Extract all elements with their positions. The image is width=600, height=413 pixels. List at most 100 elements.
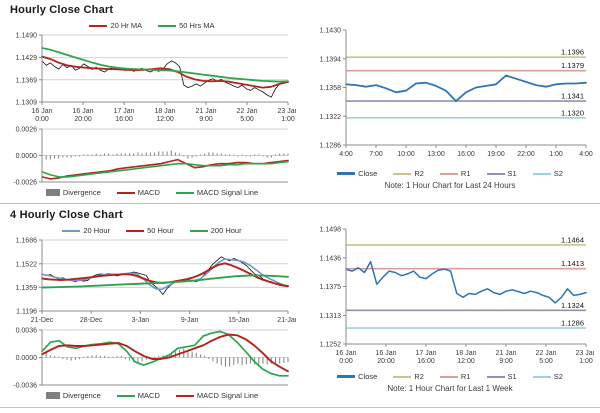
legend-label: Close — [358, 169, 378, 178]
svg-text:1.1358: 1.1358 — [320, 85, 342, 92]
legend-label: S1 — [507, 372, 517, 381]
legend-label: R2 — [414, 372, 424, 381]
svg-text:0.0026: 0.0026 — [16, 127, 38, 134]
hourly-macd-canvas: 0.0026 0.0000 -0.0026 — [13, 127, 289, 187]
legend-swatch — [126, 229, 145, 232]
svg-text:1.1324: 1.1324 — [561, 301, 584, 310]
svg-text:21-Jan: 21-Jan — [277, 317, 296, 324]
svg-text:1.1464: 1.1464 — [561, 235, 584, 244]
svg-text:1.1429: 1.1429 — [16, 55, 38, 62]
svg-text:1.1396: 1.1396 — [561, 48, 584, 57]
legend-swatch — [337, 375, 356, 378]
svg-text:0.0000: 0.0000 — [16, 153, 38, 160]
svg-text:1.1522: 1.1522 — [16, 261, 38, 268]
svg-text:1.1341: 1.1341 — [561, 92, 584, 101]
legend-item-s1: S1 — [486, 372, 517, 381]
weekly-sr-note: Note: 1 Hour Chart for Last 1 Week — [387, 384, 513, 393]
svg-text:1.1430: 1.1430 — [320, 28, 342, 35]
svg-text:16:00: 16:00 — [457, 151, 475, 158]
svg-text:1.1286: 1.1286 — [320, 143, 342, 150]
svg-text:1.1252: 1.1252 — [320, 342, 342, 349]
svg-text:21-Dec: 21-Dec — [31, 317, 54, 324]
legend-item-r2: R2 — [393, 169, 424, 178]
legend-item-macd: MACD — [116, 188, 160, 197]
legend-label: Divergence — [62, 188, 101, 197]
legend-label: 50 Hrs MA — [179, 21, 215, 30]
fourh-price-chart: 1.1686 1.1522 1.1359 1.1196 21-Dec 28-Dec 3-Ja… — [6, 237, 299, 327]
legend-swatch — [486, 172, 505, 175]
legend-label: MACD Signal Line — [196, 188, 259, 197]
legend-swatch — [393, 375, 412, 378]
legend-item-r2: R2 — [393, 372, 424, 381]
legend-label: 20 Hour — [83, 226, 111, 235]
svg-text:1.1379: 1.1379 — [561, 61, 584, 70]
svg-text:9-Jan: 9-Jan — [181, 317, 199, 324]
legend-swatch — [532, 172, 551, 175]
weekly-sr-chart: 1.1498 1.1436 1.1375 1.1313 1.1252 16 Jan 0:00… — [304, 224, 597, 370]
legend-swatch — [175, 191, 194, 194]
legend-label: 50 Hour — [147, 226, 174, 235]
svg-text:0.0000: 0.0000 — [16, 355, 38, 362]
legend-item-divergence: Divergence — [45, 391, 101, 400]
legend-item-macd-signal-line: MACD Signal Line — [175, 391, 258, 400]
hourly-sr-legend: Close R2 R1 S1 S2 — [304, 167, 596, 180]
svg-text:22:00: 22:00 — [517, 151, 535, 158]
legend-swatch — [116, 191, 135, 194]
svg-text:-0.0036: -0.0036 — [13, 383, 37, 390]
svg-text:1.1413: 1.1413 — [561, 259, 584, 268]
svg-text:1.1369: 1.1369 — [16, 77, 38, 84]
legend-swatch — [486, 375, 505, 378]
legend-swatch — [337, 172, 356, 175]
fourh-macd-canvas: 0.0036 0.0000 -0.0036 — [13, 328, 289, 390]
svg-text:1.1322: 1.1322 — [320, 114, 342, 121]
fourh-price-legend: 20 Hour 50 Hour 200 Hour — [6, 224, 298, 237]
legend-label: S1 — [507, 169, 517, 178]
svg-text:4:00: 4:00 — [579, 151, 593, 158]
svg-text:13:00: 13:00 — [427, 151, 445, 158]
legend-label: S2 — [553, 169, 563, 178]
legend-item-50-hrs-ma: 50 Hrs MA — [158, 21, 215, 30]
legend-item-50-hour: 50 Hour — [126, 226, 174, 235]
horizontal-divider — [0, 203, 600, 204]
hourly-sr-chart: 1.1430 1.1394 1.1358 1.1322 1.1286 4:00 7:00 10… — [304, 25, 596, 167]
legend-swatch — [158, 24, 177, 27]
legend-item-20-hour: 20 Hour — [62, 226, 110, 235]
weekly-sr-panel: 1.1498 1.1436 1.1375 1.1313 1.1252 16 Jan 0:00… — [304, 208, 597, 395]
legend-item-20-hr-ma: 20 Hr MA — [89, 21, 142, 30]
legend-swatch — [116, 394, 135, 397]
legend-swatch — [439, 375, 458, 378]
legend-swatch — [45, 392, 60, 399]
legend-item-r1: R1 — [439, 372, 471, 381]
svg-text:1.1196: 1.1196 — [16, 309, 37, 316]
legend-item-s2: S2 — [532, 169, 563, 178]
legend-item-s1: S1 — [486, 169, 517, 178]
legend-label: R2 — [414, 169, 424, 178]
legend-swatch — [89, 24, 108, 27]
hourly-macd-chart: 0.0026 0.0000 -0.0026 — [6, 126, 298, 187]
legend-label: 200 Hour — [210, 226, 242, 235]
svg-text:1.1375: 1.1375 — [320, 284, 342, 291]
svg-text:1.1490: 1.1490 — [16, 33, 38, 40]
hourly-price-legend: 20 Hr MA 50 Hrs MA — [6, 19, 298, 32]
legend-label: MACD — [137, 391, 160, 400]
legend-swatch — [532, 375, 551, 378]
svg-text:1.1686: 1.1686 — [16, 238, 38, 245]
hourly-sr-note: Note: 1 Hour Chart for Last 24 Hours — [384, 181, 516, 190]
fourh-macd-chart: 0.0036 0.0000 -0.0036 — [6, 327, 298, 390]
legend-label: R1 — [460, 169, 471, 178]
horizontal-divider-bottom — [0, 407, 600, 408]
hourly-sr-panel: 1.1430 1.1394 1.1358 1.1322 1.1286 4:00 7:00 10… — [304, 3, 596, 192]
